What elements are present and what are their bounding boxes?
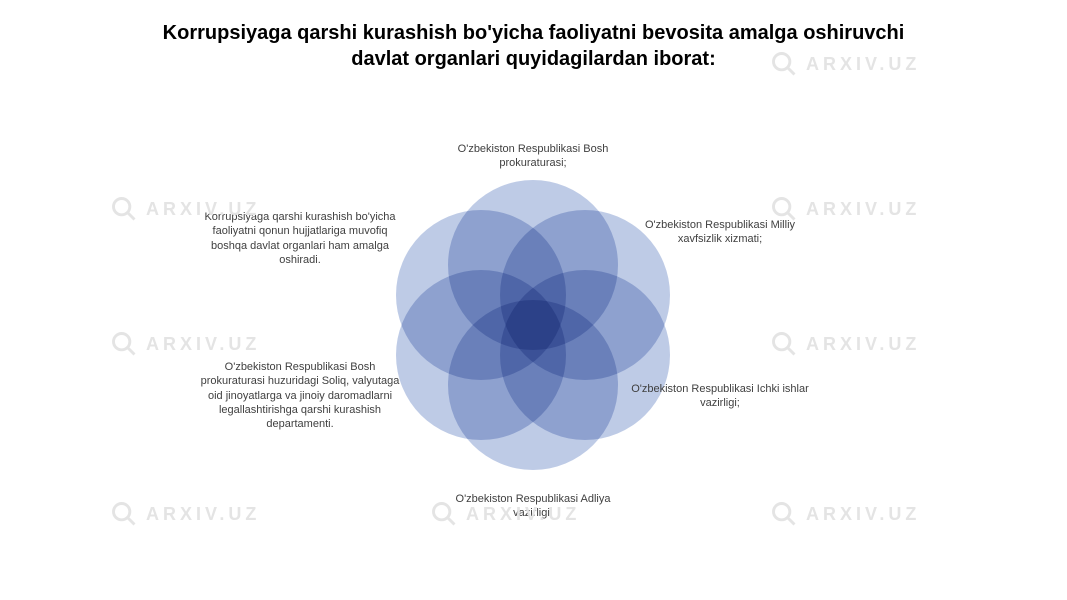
petal-label-3: O'zbekiston Respublikasi Adliya vazirlig… — [443, 492, 623, 521]
venn-flower-diagram: O'zbekiston Respublikasi Bosh prokuratur… — [0, 100, 1067, 600]
petal-label-5: Korrupsiyaga qarshi kurashish bo'yicha f… — [200, 210, 400, 267]
page-title: Korrupsiyaga qarshi kurashish bo'yicha f… — [134, 20, 934, 72]
petal-5 — [396, 210, 566, 380]
petal-label-4: O'zbekiston Respublikasi Bosh prokuratur… — [200, 360, 400, 431]
petal-label-2: O'zbekiston Respublikasi Ichki ishlar va… — [630, 382, 810, 411]
petal-label-1: O'zbekiston Respublikasi Milliy xavfsizl… — [630, 218, 810, 247]
petal-label-0: O'zbekiston Respublikasi Bosh prokuratur… — [443, 142, 623, 171]
